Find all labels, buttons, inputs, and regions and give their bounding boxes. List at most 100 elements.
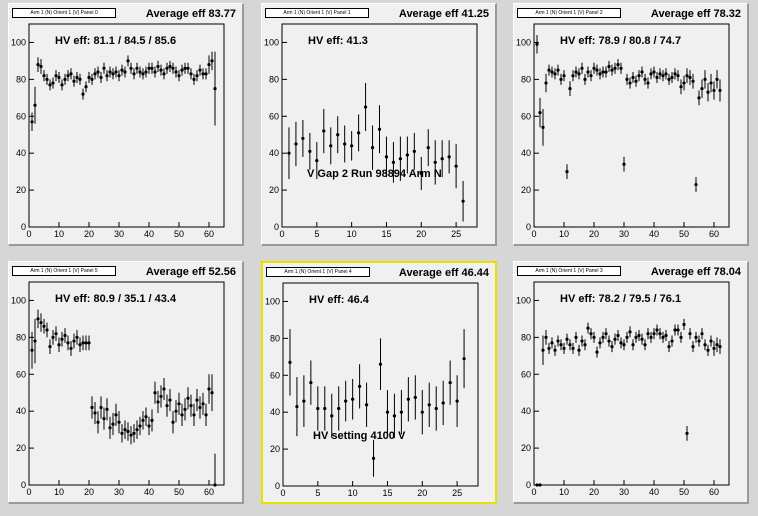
marker [568,343,572,347]
data-point [102,62,106,74]
data-point [371,439,376,477]
marker [159,68,163,72]
y-tick-label: 0 [526,480,531,490]
data-point [186,387,190,410]
marker [622,343,626,347]
marker [350,144,354,148]
data-point [685,68,689,84]
x-tick-label: 5 [314,229,319,239]
marker [682,81,686,85]
marker [57,75,61,80]
data-point [715,70,719,89]
marker [544,335,548,339]
x-tick-label: 40 [649,229,659,239]
data-point [676,324,680,336]
data-point [162,68,166,80]
marker [316,406,320,411]
data-point [574,66,578,78]
marker [189,72,193,76]
plot-area[interactable]: 0 20 40 60 80 100 0 5 10 15 20 25 HV eff: 46.4 HV set… [263,263,497,504]
data-point [447,140,451,174]
plot-area[interactable]: 0 20 40 60 80 100 0 10 20 30 40 50 60 HV eff: 78.9 / … [514,4,749,246]
x-tick-label: 20 [84,487,94,497]
y-tick-label: 60 [270,370,280,380]
y-tick-label: 40 [521,148,531,158]
marker [673,72,677,76]
data-point [652,66,656,78]
marker [565,170,569,174]
axes-frame [281,23,478,228]
data-point [703,70,707,89]
data-point [664,329,668,342]
x-tick-label: 15 [381,229,391,239]
data-point [54,70,58,82]
data-point [682,318,686,330]
x-tick-label: 0 [280,488,285,498]
marker [547,68,551,72]
marker [544,81,548,85]
data-point [114,403,118,426]
data-point [93,401,97,425]
pad-panel-5[interactable]: Arm 1 (N) Orient 1 (V) Panel 5 Average e… [8,261,244,504]
marker [162,72,166,76]
marker [153,391,157,395]
x-tick-label: 50 [679,229,689,239]
marker [138,424,142,428]
data-point [213,51,217,126]
marker [156,64,160,69]
marker [198,405,202,410]
marker [177,402,181,406]
data-point [598,68,602,80]
data-point [81,335,85,351]
marker [580,339,584,343]
marker [114,413,118,417]
marker [141,418,145,423]
data-point [117,411,121,434]
data-point [398,136,402,181]
marker [126,59,130,63]
data-point [39,59,43,74]
data-point [316,386,320,431]
marker [541,348,545,352]
data-point [571,70,575,82]
pad-panel-4[interactable]: Arm 1 (N) Orient 1 (V) Panel 4 Average e… [261,261,497,504]
plot-area[interactable]: 0 20 40 60 80 100 0 10 20 30 40 50 60 HV eff: 81.1 / … [9,4,244,246]
plot-area[interactable]: 0 20 40 60 80 100 0 10 20 30 40 50 60 HV eff: 78.2 / … [514,262,749,504]
plot-area[interactable]: 0 20 40 60 80 100 0 10 20 30 40 50 60 HV eff: 80.9 / … [9,262,244,504]
marker [165,66,169,70]
marker [420,410,424,414]
data-point [574,331,578,343]
pad-panel-3[interactable]: Arm 1 (N) Orient 1 (V) Panel 3 Average e… [513,261,749,504]
marker [302,399,306,403]
pad-panel-0[interactable]: Arm 1 (N) Orient 1 (V) Panel 0 Average e… [8,3,244,246]
marker [102,416,106,421]
plot-area[interactable]: 0 20 40 60 80 100 0 5 10 15 20 25 HV eff: 41.3 V Gap … [262,4,497,246]
pad-panel-2[interactable]: Arm 1 (N) Orient 1 (V) Panel 2 Average e… [513,3,749,246]
marker [287,151,291,155]
data-point [141,411,145,430]
data-point [78,73,82,85]
marker [541,125,545,129]
marker [111,72,115,76]
x-tick-label: 20 [84,229,94,239]
y-tick-label: 20 [521,443,531,453]
data-point [700,328,704,340]
data-point [126,422,130,441]
data-point [547,64,551,76]
data-point [592,62,596,74]
data-point [538,97,542,128]
pad-panel-1[interactable]: Arm 1 (N) Orient 1 (V) Panel 1 Average e… [261,3,497,246]
data-point [601,66,605,78]
data-point [688,328,692,340]
marker [550,70,554,74]
data-point [419,156,423,191]
marker [330,414,334,418]
data-point [607,335,611,347]
data-point [583,73,587,85]
marker [207,63,211,67]
data-point [363,83,368,132]
y-tick-label: 20 [269,185,279,195]
y-tick-label: 0 [21,222,26,232]
marker [406,397,410,401]
marker [643,343,647,347]
